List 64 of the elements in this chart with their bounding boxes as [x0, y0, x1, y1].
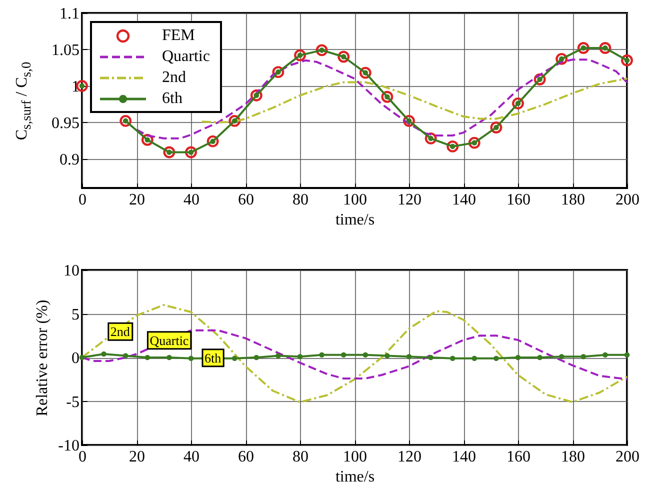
- point: [141, 134, 154, 146]
- y-tick-label: 1.1: [60, 6, 80, 22]
- y-tick-label: 5: [72, 306, 80, 324]
- point: [316, 44, 328, 56]
- x-tick-label: 20: [129, 192, 145, 208]
- x-tick-label: 100: [343, 192, 367, 208]
- legend-label: FEM: [162, 26, 195, 44]
- point: [577, 42, 590, 54]
- point: [163, 146, 176, 158]
- x-tick-label: 80: [292, 192, 308, 208]
- x-tick-label: 120: [398, 192, 422, 208]
- x-tick-label: 120: [398, 448, 422, 466]
- x-tick-label: 160: [506, 448, 530, 466]
- point: [621, 54, 633, 66]
- x-axis-title: time/s: [335, 468, 375, 486]
- point: [534, 73, 546, 86]
- x-tick-label: 60: [238, 192, 254, 208]
- y-tick-label: 0: [72, 350, 80, 367]
- y-tick-label: -10: [58, 438, 80, 454]
- x-tick-label: 180: [561, 448, 585, 466]
- annotation: Quartic: [150, 332, 189, 348]
- line-series: [200, 78, 628, 124]
- x-tick-label: 140: [452, 448, 476, 466]
- x-axis-title: time/s: [335, 212, 375, 228]
- point: [468, 136, 480, 149]
- x-tick-label: 20: [129, 448, 145, 466]
- y-tick-label: 0.9: [60, 151, 80, 168]
- point: [120, 114, 132, 127]
- legend-label: Quartic: [162, 48, 210, 66]
- point: [446, 140, 459, 152]
- point: [228, 114, 241, 127]
- x-tick-label: 200: [616, 192, 640, 208]
- point: [424, 132, 437, 144]
- y-tick-label: 0.95: [52, 114, 80, 132]
- legend-label: 6th: [162, 90, 182, 108]
- point: [338, 50, 350, 63]
- legend-label: 2nd: [162, 68, 186, 86]
- y-tick-label: 10: [64, 262, 80, 280]
- point: [403, 114, 415, 127]
- y-tick-label: 1: [72, 78, 80, 96]
- x-tick-label: 40: [184, 192, 200, 208]
- y-tick-label: 1.05: [52, 42, 80, 59]
- x-tick-label: 60: [238, 448, 254, 466]
- x-tick-label: 100: [343, 448, 367, 466]
- point: [599, 42, 612, 54]
- x-tick-label: 160: [506, 192, 530, 208]
- x-tick-label: 200: [616, 448, 640, 466]
- point: [556, 52, 568, 65]
- point: [272, 66, 284, 78]
- x-tick-label: 80: [292, 448, 308, 466]
- annotation: 2nd: [110, 324, 130, 340]
- x-tick-label: 40: [184, 448, 200, 466]
- x-tick-label: 140: [452, 192, 476, 208]
- point: [381, 90, 394, 103]
- x-tick-label: 180: [561, 192, 585, 208]
- y-axis-title: Relative error (%): [34, 300, 52, 416]
- point: [185, 146, 197, 158]
- point: [294, 49, 306, 62]
- point: [512, 97, 524, 110]
- point: [206, 135, 219, 148]
- point: [359, 66, 372, 79]
- point: [250, 89, 262, 102]
- y-tick-label: -5: [66, 394, 80, 411]
- point: [490, 122, 502, 134]
